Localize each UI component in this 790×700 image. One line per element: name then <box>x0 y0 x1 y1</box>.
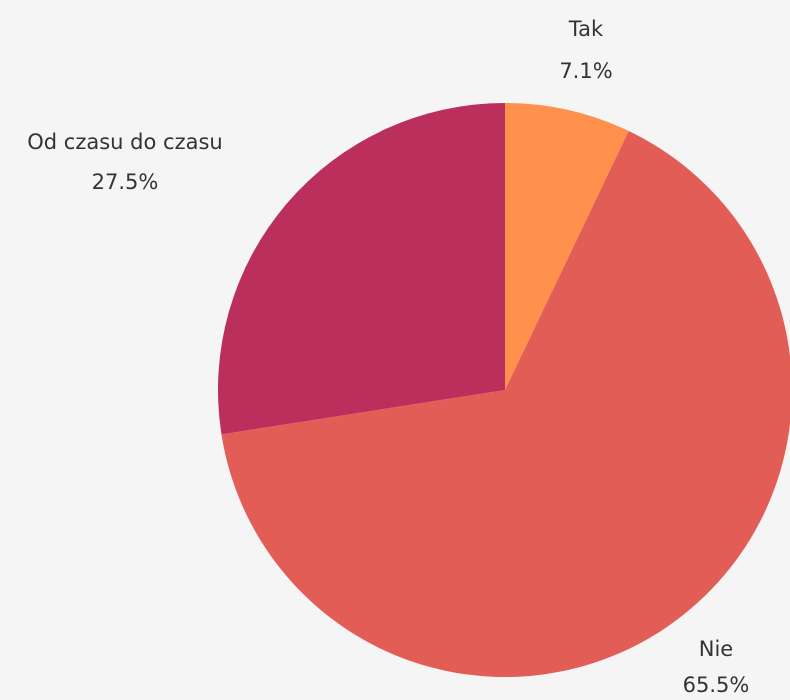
slice-value-label: 7.1% <box>559 59 612 83</box>
pie-slice <box>218 103 506 435</box>
slice-value-label: 27.5% <box>92 170 159 194</box>
slice-value-label: 65.5% <box>683 673 750 697</box>
slice-label: Nie <box>699 637 733 661</box>
pie-slice <box>221 131 790 677</box>
slice-label: Tak <box>568 17 604 41</box>
pie-slice <box>505 103 629 390</box>
slice-label: Od czasu do czasu <box>27 130 222 154</box>
